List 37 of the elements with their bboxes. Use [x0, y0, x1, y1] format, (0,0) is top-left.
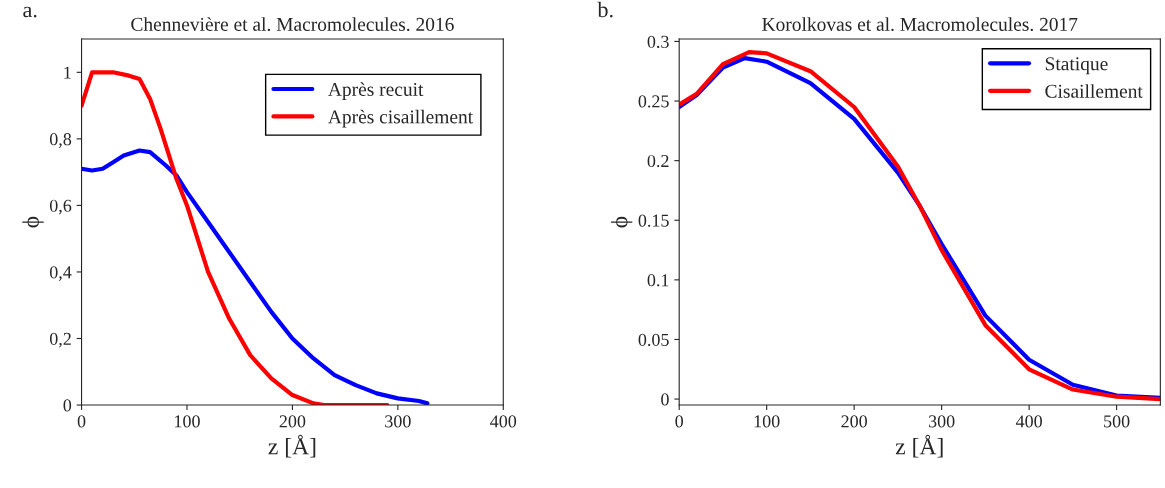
- y-axis-title: ϕ: [610, 216, 633, 228]
- y-tick-label: 0.3: [647, 35, 669, 48]
- x-axis-title: z [Å]: [268, 434, 316, 458]
- x-tick-label: 200: [279, 415, 306, 428]
- y-tick-label: 0,4: [49, 266, 72, 281]
- chart-title: Chennevière et al. Macromolecules. 2016: [131, 17, 454, 31]
- legend-label: Après cisaillement: [328, 109, 474, 128]
- y-tick-label: 1: [64, 66, 71, 79]
- y-tick-label: 0.15: [638, 214, 669, 227]
- x-tick-label: 300: [928, 415, 955, 428]
- y-tick-label: 0.2: [647, 154, 669, 168]
- legend-label: Après recuit: [328, 82, 424, 100]
- x-tick-label: 0: [675, 415, 684, 428]
- x-axis-title: z [Å]: [895, 434, 943, 458]
- y-tick-label: 0,2: [49, 332, 71, 348]
- text: b.: [597, 1, 613, 18]
- y-tick-label: 0.25: [638, 95, 669, 108]
- y-axis-title: ϕ: [22, 216, 44, 228]
- y-tick-label: 0,8: [49, 133, 72, 148]
- text: a.: [23, 6, 37, 18]
- x-tick-label: 400: [1015, 415, 1042, 428]
- legend-label: Statique: [1045, 57, 1108, 75]
- y-tick-label: 0,6: [49, 199, 72, 215]
- y-tick-label: 0.05: [638, 333, 669, 346]
- x-tick-label: 0: [77, 415, 86, 428]
- x-tick-label: 100: [175, 415, 200, 428]
- x-tick-label: 400: [490, 415, 517, 428]
- y-tick-label: 0.1: [647, 274, 669, 287]
- x-tick-label: 200: [841, 415, 868, 428]
- x-tick-label: 100: [754, 415, 780, 428]
- x-tick-label: 300: [385, 415, 411, 428]
- chart-title: Korolkovas et al. Macromolecules. 2017: [762, 17, 1078, 31]
- y-tick-label: 0: [661, 393, 669, 406]
- y-tick-label: 0: [63, 399, 72, 412]
- x-tick-label: 500: [1104, 415, 1130, 428]
- line-series: [81, 148, 430, 406]
- legend-label: Cisaillement: [1045, 84, 1143, 98]
